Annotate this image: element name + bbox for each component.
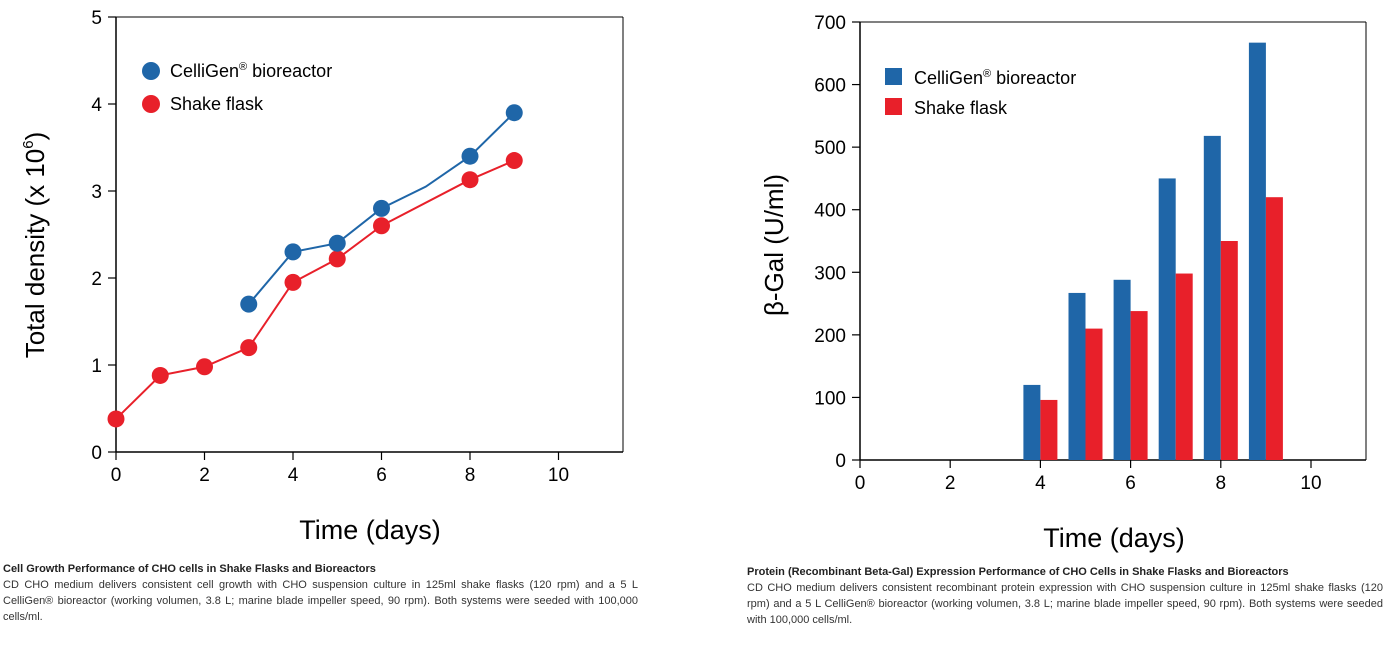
y-tick-label: 5	[91, 8, 102, 29]
x-tick-label: 2	[945, 473, 956, 494]
data-point-bioreactor	[328, 234, 346, 252]
legend-label: CelliGen® bioreactor	[914, 68, 1076, 88]
y-tick-label: 0	[835, 451, 846, 472]
x-tick-label: 8	[465, 465, 476, 486]
legend-label: Shake flask	[914, 98, 1008, 118]
x-axis-title: Time (days)	[1043, 523, 1185, 553]
beta-gal-panel: 0 100 200 300 400 500 600 700 0 2 4 6 8 10 Time (days)…	[745, 0, 1394, 660]
y-tick-label: 600	[814, 76, 846, 97]
y-tick-label: 4	[91, 95, 102, 116]
x-tick-label: 10	[1300, 473, 1321, 494]
data-point-bioreactor	[240, 295, 258, 313]
y-tick-label: 200	[814, 326, 846, 347]
cell-growth-caption-title: Cell Growth Performance of CHO cells in …	[3, 563, 376, 575]
beta-gal-caption-title: Protein (Recombinant Beta-Gal) Expressio…	[747, 566, 1289, 578]
bar-bioreactor	[1023, 384, 1041, 460]
bar-bioreactor	[1113, 279, 1131, 460]
y-tick-label: 2	[91, 269, 102, 290]
x-tick-label: 2	[199, 465, 210, 486]
data-point-shake-flask	[196, 358, 213, 376]
data-point-bioreactor	[373, 199, 390, 217]
legend-marker	[885, 68, 902, 85]
y-tick-label: 0	[91, 443, 102, 464]
x-tick-label: 6	[376, 465, 387, 486]
bar-shake-flask	[1040, 399, 1058, 460]
bar-bioreactor	[1203, 135, 1221, 460]
bar-shake-flask	[1085, 328, 1103, 460]
cell-growth-line-chart: 0 1 2 3 4 5 0 2 4 6 8 10 Time (days) Total density (x…	[20, 8, 624, 545]
legend-label: CelliGen® bioreactor	[170, 61, 332, 81]
x-tick-label: 0	[855, 473, 866, 494]
cell-growth-panel: 0 1 2 3 4 5 0 2 4 6 8 10 Time (days) Total density (x…	[0, 0, 640, 660]
bar-bioreactor	[1158, 178, 1176, 460]
x-tick-label: 10	[548, 465, 569, 486]
bar-shake-flask	[1265, 197, 1283, 460]
y-tick-label: 400	[814, 201, 846, 222]
y-tick-label: 500	[814, 138, 846, 159]
bar-bioreactor	[1068, 292, 1086, 460]
bar-shake-flask	[1130, 311, 1148, 460]
data-point-shake-flask	[284, 273, 302, 291]
x-tick-label: 4	[288, 465, 299, 486]
data-point-shake-flask	[107, 410, 125, 428]
data-point-shake-flask	[328, 250, 346, 268]
data-point-shake-flask	[373, 217, 390, 235]
bar-shake-flask	[1220, 241, 1238, 460]
y-axis-title: Total density (x 106)	[20, 132, 50, 359]
x-tick-label: 4	[1035, 473, 1046, 494]
x-tick-label: 0	[111, 465, 122, 486]
y-tick-label: 700	[814, 13, 846, 34]
data-point-shake-flask	[151, 366, 169, 384]
y-tick-label: 1	[91, 356, 102, 377]
data-point-shake-flask	[240, 339, 258, 357]
legend-marker	[885, 98, 902, 115]
bar-shake-flask	[1175, 273, 1193, 460]
beta-gal-caption-body: CD CHO medium delivers consistent recomb…	[747, 582, 1383, 626]
data-point-shake-flask	[505, 152, 523, 170]
data-point-shake-flask	[461, 171, 479, 189]
y-tick-label: 3	[91, 182, 102, 203]
series-line-shake-flask	[115, 159, 515, 420]
legend-marker	[142, 62, 160, 80]
x-tick-label: 8	[1216, 473, 1227, 494]
y-axis-title: β-Gal (U/ml)	[759, 174, 789, 316]
cell-growth-caption: Cell Growth Performance of CHO cells in …	[3, 561, 638, 625]
beta-gal-bar-chart: 0 100 200 300 400 500 600 700 0 2 4 6 8 10 Time (days)…	[759, 13, 1367, 553]
x-tick-label: 6	[1125, 473, 1136, 494]
y-tick-label: 300	[814, 263, 846, 284]
bar-bioreactor	[1248, 42, 1266, 461]
y-tick-label: 100	[814, 388, 846, 409]
cell-growth-caption-body: CD CHO medium delivers consistent cell g…	[3, 579, 638, 623]
data-point-bioreactor	[461, 147, 479, 165]
x-axis-title: Time (days)	[299, 515, 441, 545]
data-point-bioreactor	[284, 243, 302, 261]
data-point-bioreactor	[505, 104, 523, 122]
legend-label: Shake flask	[170, 94, 264, 114]
legend-marker	[142, 95, 160, 113]
beta-gal-caption: Protein (Recombinant Beta-Gal) Expressio…	[747, 564, 1383, 628]
